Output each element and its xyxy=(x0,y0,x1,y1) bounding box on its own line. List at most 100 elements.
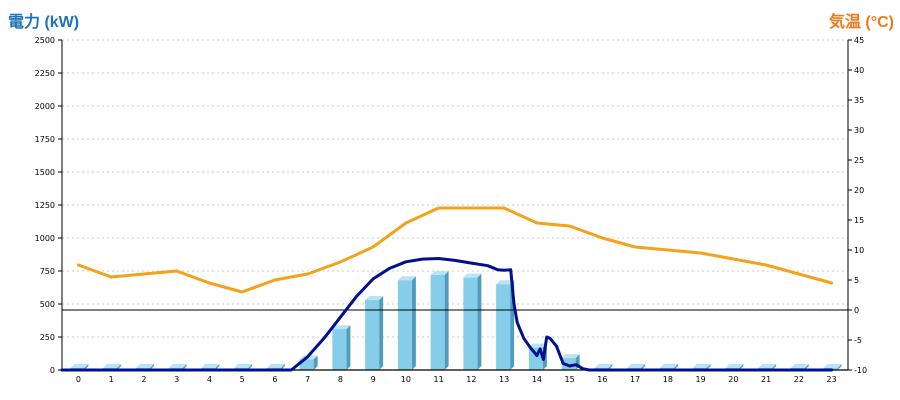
x-tick-label: 20 xyxy=(728,375,738,384)
right-tick-label: -5 xyxy=(854,336,862,345)
left-tick-label: 250 xyxy=(40,333,55,342)
bar-top xyxy=(103,364,122,368)
y-axis-right-title: 気温 (°C) xyxy=(828,14,894,31)
x-tick-label: 4 xyxy=(207,375,212,384)
bar-top xyxy=(725,364,744,368)
left-tick-label: 500 xyxy=(40,300,55,309)
bar-top xyxy=(430,270,449,275)
x-tick-label: 5 xyxy=(240,375,245,384)
left-tick-label: 0 xyxy=(50,366,55,375)
x-tick-label: 8 xyxy=(338,375,343,384)
left-tick-label: 1750 xyxy=(35,135,55,144)
bar-top xyxy=(332,325,351,330)
bar-top xyxy=(627,364,646,368)
left-tick-label: 1500 xyxy=(35,168,55,177)
temperature-line xyxy=(76,206,834,294)
bar xyxy=(561,354,580,370)
bar-side xyxy=(346,325,351,370)
bar xyxy=(397,276,416,370)
bar-side xyxy=(477,273,482,370)
bar-front xyxy=(299,359,314,370)
x-tick-label: 22 xyxy=(794,375,804,384)
x-tick-label: 9 xyxy=(371,375,376,384)
bar-top xyxy=(266,364,285,368)
left-tick-label: 2250 xyxy=(35,69,55,78)
bar-side xyxy=(444,270,449,370)
x-tick-label: 17 xyxy=(630,375,640,384)
right-tick-label: 45 xyxy=(854,36,864,45)
x-tick-label: 10 xyxy=(401,375,411,384)
bar-front xyxy=(430,274,445,370)
bar-front xyxy=(397,280,412,370)
bar-top xyxy=(70,364,89,368)
right-tick-label: 20 xyxy=(854,186,864,195)
bar-top xyxy=(496,280,515,285)
bar-top xyxy=(397,276,416,281)
x-tick-label: 3 xyxy=(174,375,179,384)
bar-top xyxy=(758,364,777,368)
tick-labels: 02505007501000125015001750200022502500-1… xyxy=(35,36,867,384)
x-tick-label: 19 xyxy=(696,375,706,384)
x-tick-label: 21 xyxy=(761,375,771,384)
left-tick-label: 2500 xyxy=(35,36,55,45)
x-tick-label: 11 xyxy=(434,375,444,384)
bar-top xyxy=(594,364,613,368)
bar-top xyxy=(463,273,482,278)
x-tick-label: 1 xyxy=(109,375,114,384)
right-tick-label: 30 xyxy=(854,126,864,135)
bar-front xyxy=(365,300,380,370)
bar xyxy=(463,273,482,370)
x-tick-label: 14 xyxy=(532,375,542,384)
bar-front xyxy=(496,284,511,370)
x-tick-label: 0 xyxy=(76,375,81,384)
bar-side xyxy=(379,296,384,370)
bar-side xyxy=(313,355,318,370)
bar-top xyxy=(234,364,253,368)
right-tick-label: 0 xyxy=(854,306,859,315)
x-tick-label: 2 xyxy=(141,375,146,384)
x-tick-label: 6 xyxy=(272,375,277,384)
bar-front xyxy=(463,277,478,370)
y-axis-left-title: 電力 (kW) xyxy=(8,14,80,31)
x-tick-label: 18 xyxy=(663,375,673,384)
grid xyxy=(62,39,848,338)
right-tick-label: -10 xyxy=(854,366,867,375)
bar xyxy=(365,296,384,370)
right-tick-label: 5 xyxy=(854,276,859,285)
left-tick-label: 2000 xyxy=(35,102,55,111)
bar-top xyxy=(790,364,809,368)
x-tick-label: 12 xyxy=(466,375,476,384)
x-tick-label: 15 xyxy=(565,375,575,384)
right-tick-label: 15 xyxy=(854,216,864,225)
bar-series xyxy=(70,270,842,370)
right-tick-label: 25 xyxy=(854,156,864,165)
bar xyxy=(332,325,351,370)
x-tick-label: 7 xyxy=(305,375,310,384)
bar-top xyxy=(528,343,547,348)
bar xyxy=(430,270,449,370)
right-tick-label: 35 xyxy=(854,96,864,105)
x-tick-label: 13 xyxy=(499,375,509,384)
bar-side xyxy=(837,364,842,370)
bar-top xyxy=(168,364,187,368)
line-series xyxy=(60,206,834,372)
x-tick-label: 16 xyxy=(597,375,607,384)
left-tick-label: 1250 xyxy=(35,201,55,210)
bar-top xyxy=(135,364,154,368)
bar-top xyxy=(692,364,711,368)
bar-top xyxy=(823,364,842,368)
right-tick-label: 40 xyxy=(854,66,864,75)
left-tick-label: 750 xyxy=(40,267,55,276)
bar xyxy=(496,280,515,370)
bar-top xyxy=(365,296,384,301)
left-tick-label: 1000 xyxy=(35,234,55,243)
bar-top xyxy=(201,364,220,368)
bar-side xyxy=(411,276,416,370)
bar-front xyxy=(332,329,347,370)
bar-top xyxy=(561,354,580,359)
power-line xyxy=(60,257,834,372)
right-tick-label: 10 xyxy=(854,246,864,255)
x-tick-label: 23 xyxy=(827,375,837,384)
bar-top xyxy=(659,364,678,368)
